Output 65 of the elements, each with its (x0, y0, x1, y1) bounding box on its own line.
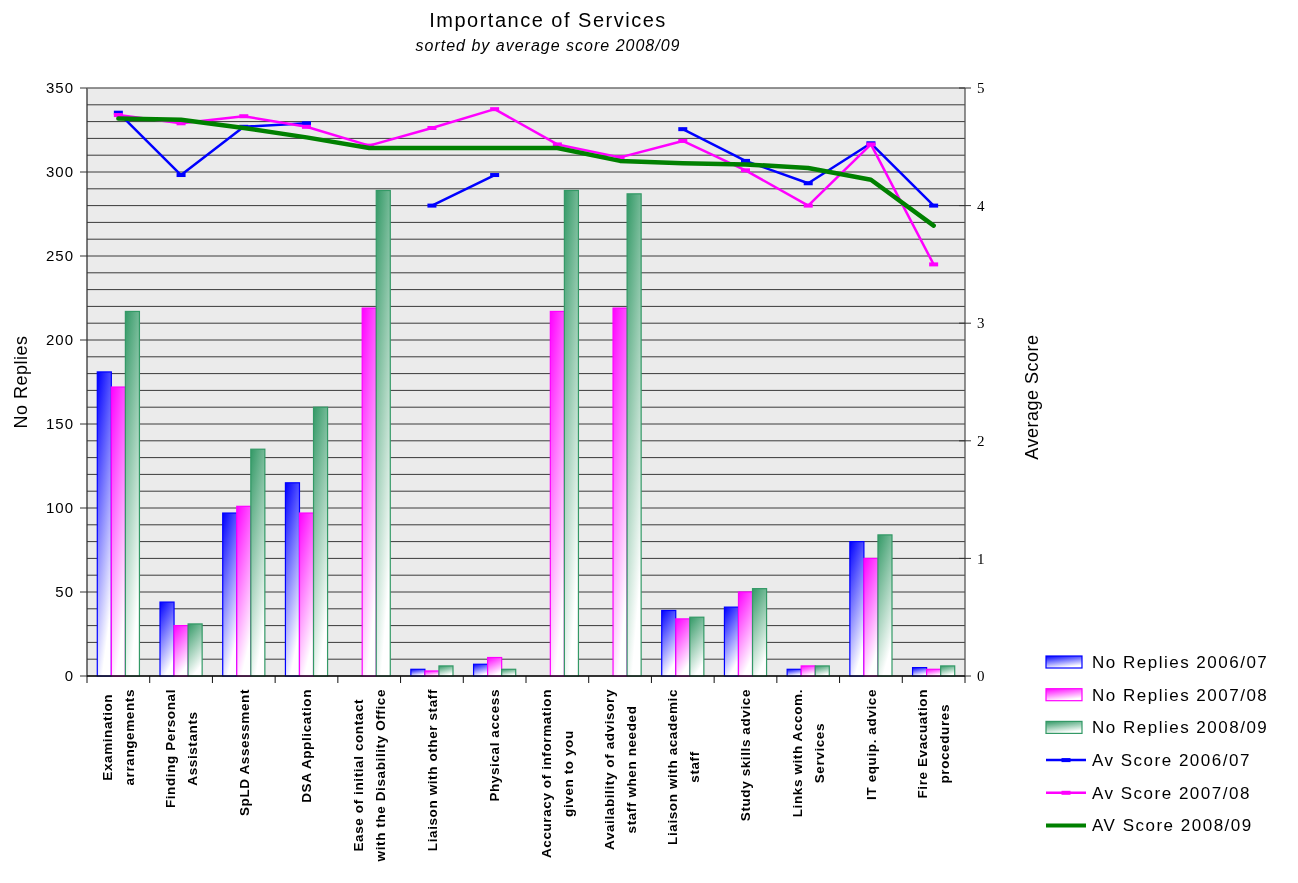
bar (124, 310, 141, 677)
x-tick-label: Liaison with academic staff (664, 689, 702, 845)
y-tick-label: 150 (45, 415, 74, 433)
bar (284, 482, 301, 677)
bar (612, 307, 628, 677)
x-tick-label: DSA Application (299, 689, 315, 803)
y-tick-label: 0 (64, 667, 74, 685)
x-tick-label: Links with Accom. Services (789, 689, 827, 818)
x-tick-label: Ease of initial contact with the Disability Office (350, 689, 388, 863)
bar (222, 512, 238, 677)
legend-label: Av Score 2006/07 (1092, 751, 1251, 771)
y2-tick-label: 2 (977, 433, 985, 450)
y-tick-label: 300 (45, 163, 74, 181)
x-tick-label: IT equip. advice (863, 689, 879, 800)
x-tick-label: Fire Evacuation procedures (915, 689, 953, 799)
bar (298, 512, 315, 677)
legend-label: AV Score 2008/09 (1092, 816, 1253, 836)
bar (236, 505, 252, 677)
bar (563, 189, 580, 677)
bar (375, 189, 391, 677)
y-tick-label: 250 (45, 247, 74, 265)
y2-axis-title: Average Score (1022, 334, 1042, 460)
legend-label: No Replies 2007/08 (1092, 685, 1269, 705)
bar (661, 609, 677, 677)
x-tick-label: Accuracy of information given to you (539, 689, 577, 859)
bar (361, 307, 377, 677)
y2-tick-label: 1 (977, 550, 985, 567)
x-tick-label: Examination arrangements (100, 689, 138, 786)
bar (626, 193, 642, 677)
bar (250, 448, 266, 677)
x-tick-label: Finding Personal Assistants (162, 689, 200, 809)
bar (96, 371, 112, 677)
y-axis-title: No Replies (11, 335, 31, 429)
chart-subtitle: sorted by average score 2008/09 (415, 37, 681, 54)
bar (438, 665, 454, 677)
x-tick-label: Liaison with other staff (424, 689, 440, 852)
y2-tick-label: 3 (977, 315, 985, 332)
legend-label: Av Score 2007/08 (1092, 783, 1251, 803)
bar (110, 386, 126, 677)
y-tick-label: 100 (45, 499, 74, 517)
y-tick-label: 350 (45, 79, 74, 97)
bar (675, 618, 691, 677)
x-tick-label: Study skills advice (738, 689, 754, 822)
y2-tick-label: 4 (977, 197, 985, 214)
x-tick-label: SpLD Assessment (236, 689, 252, 817)
bar (159, 601, 175, 677)
bar (312, 406, 329, 677)
chart-title: Importance of Services (429, 9, 667, 31)
bar (689, 616, 705, 677)
bar (849, 541, 865, 677)
bar (737, 591, 754, 677)
y-tick-label: 200 (45, 331, 74, 349)
y2-tick-label: 5 (977, 80, 985, 97)
y2-tick-label: 0 (977, 668, 985, 685)
y-tick-label: 50 (55, 583, 74, 601)
bar (877, 534, 893, 677)
bar (863, 557, 879, 677)
x-tick-label: Availability of advisory staff when needed (601, 689, 639, 850)
bar (187, 623, 203, 677)
legend-label: No Replies 2006/07 (1092, 652, 1269, 672)
bar (723, 606, 740, 677)
bar (751, 588, 768, 677)
bar (549, 310, 565, 677)
x-tick-label: Physical access (487, 689, 503, 802)
legend-label: No Replies 2008/09 (1092, 718, 1269, 738)
